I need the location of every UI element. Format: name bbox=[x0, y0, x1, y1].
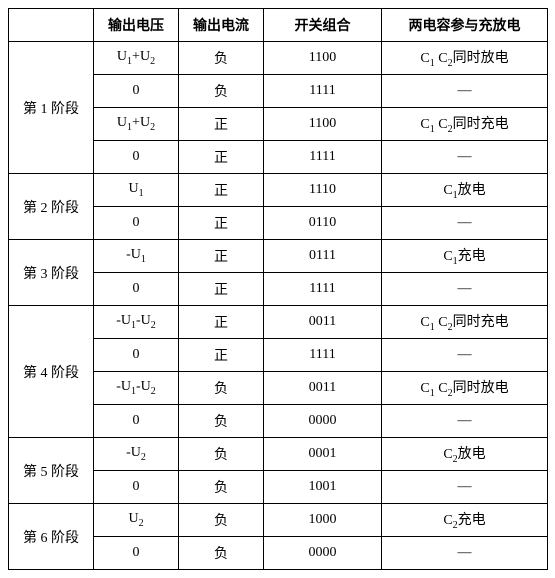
cap-cell: — bbox=[382, 471, 548, 504]
curr-cell: 正 bbox=[179, 240, 264, 273]
cap-cell: — bbox=[382, 405, 548, 438]
sw-cell: 1111 bbox=[264, 75, 382, 108]
stage-cell: 第 1 阶段 bbox=[9, 42, 94, 174]
sw-cell: 1111 bbox=[264, 273, 382, 306]
cap-cell: — bbox=[382, 75, 548, 108]
curr-cell: 负 bbox=[179, 42, 264, 75]
curr-cell: 负 bbox=[179, 75, 264, 108]
sw-cell: 1001 bbox=[264, 471, 382, 504]
cap-cell: — bbox=[382, 339, 548, 372]
curr-cell: 负 bbox=[179, 405, 264, 438]
sw-cell: 1000 bbox=[264, 504, 382, 537]
curr-cell: 负 bbox=[179, 537, 264, 570]
stage-cell: 第 3 阶段 bbox=[9, 240, 94, 306]
header-row: 输出电压 输出电流 开关组合 两电容参与充放电 bbox=[9, 9, 548, 42]
cap-cell: — bbox=[382, 273, 548, 306]
stage-cell: 第 4 阶段 bbox=[9, 306, 94, 438]
cap-cell: — bbox=[382, 141, 548, 174]
curr-cell: 正 bbox=[179, 174, 264, 207]
table-row: 第 5 阶段 -U2 负 0001 C2放电 bbox=[9, 438, 548, 471]
volt-cell: 0 bbox=[94, 339, 179, 372]
volt-cell: 0 bbox=[94, 471, 179, 504]
curr-cell: 负 bbox=[179, 471, 264, 504]
sw-cell: 0011 bbox=[264, 372, 382, 405]
stage-cell: 第 2 阶段 bbox=[9, 174, 94, 240]
volt-cell: 0 bbox=[94, 75, 179, 108]
table-row: 第 1 阶段 U1+U2 负 1100 C1 C2同时放电 bbox=[9, 42, 548, 75]
cap-cell: C1 C2同时充电 bbox=[382, 306, 548, 339]
header-sw: 开关组合 bbox=[264, 9, 382, 42]
sw-cell: 0000 bbox=[264, 537, 382, 570]
stage-cell: 第 5 阶段 bbox=[9, 438, 94, 504]
cap-cell: C1充电 bbox=[382, 240, 548, 273]
cap-cell: — bbox=[382, 207, 548, 240]
sw-cell: 0011 bbox=[264, 306, 382, 339]
volt-cell: 0 bbox=[94, 207, 179, 240]
sw-cell: 0001 bbox=[264, 438, 382, 471]
sw-cell: 1111 bbox=[264, 339, 382, 372]
cap-cell: C1 C2同时放电 bbox=[382, 42, 548, 75]
sw-cell: 0000 bbox=[264, 405, 382, 438]
volt-cell: U1+U2 bbox=[94, 42, 179, 75]
volt-cell: 0 bbox=[94, 141, 179, 174]
sw-cell: 1100 bbox=[264, 42, 382, 75]
volt-cell: 0 bbox=[94, 537, 179, 570]
stage-cell: 第 6 阶段 bbox=[9, 504, 94, 570]
curr-cell: 正 bbox=[179, 339, 264, 372]
curr-cell: 正 bbox=[179, 207, 264, 240]
cap-cell: C1 C2同时放电 bbox=[382, 372, 548, 405]
curr-cell: 正 bbox=[179, 141, 264, 174]
header-stage bbox=[9, 9, 94, 42]
curr-cell: 正 bbox=[179, 108, 264, 141]
header-curr: 输出电流 bbox=[179, 9, 264, 42]
volt-cell: U1+U2 bbox=[94, 108, 179, 141]
table-row: 第 6 阶段 U2 负 1000 C2充电 bbox=[9, 504, 548, 537]
cap-cell: — bbox=[382, 537, 548, 570]
volt-cell: -U2 bbox=[94, 438, 179, 471]
sw-cell: 0111 bbox=[264, 240, 382, 273]
volt-cell: U1 bbox=[94, 174, 179, 207]
volt-cell: -U1 bbox=[94, 240, 179, 273]
sw-cell: 1110 bbox=[264, 174, 382, 207]
sw-cell: 1100 bbox=[264, 108, 382, 141]
sw-cell: 0110 bbox=[264, 207, 382, 240]
table-row: 第 4 阶段 -U1-U2 正 0011 C1 C2同时充电 bbox=[9, 306, 548, 339]
curr-cell: 正 bbox=[179, 273, 264, 306]
volt-cell: U2 bbox=[94, 504, 179, 537]
cap-cell: C1 C2同时充电 bbox=[382, 108, 548, 141]
switching-table: 输出电压 输出电流 开关组合 两电容参与充放电 第 1 阶段 U1+U2 负 1… bbox=[8, 8, 548, 570]
volt-cell: -U1-U2 bbox=[94, 372, 179, 405]
volt-cell: 0 bbox=[94, 405, 179, 438]
cap-cell: C1放电 bbox=[382, 174, 548, 207]
curr-cell: 负 bbox=[179, 438, 264, 471]
cap-cell: C2放电 bbox=[382, 438, 548, 471]
header-cap: 两电容参与充放电 bbox=[382, 9, 548, 42]
volt-cell: 0 bbox=[94, 273, 179, 306]
curr-cell: 负 bbox=[179, 372, 264, 405]
curr-cell: 负 bbox=[179, 504, 264, 537]
table-row: 第 2 阶段 U1 正 1110 C1放电 bbox=[9, 174, 548, 207]
sw-cell: 1111 bbox=[264, 141, 382, 174]
volt-cell: -U1-U2 bbox=[94, 306, 179, 339]
header-volt: 输出电压 bbox=[94, 9, 179, 42]
cap-cell: C2充电 bbox=[382, 504, 548, 537]
table-row: 第 3 阶段 -U1 正 0111 C1充电 bbox=[9, 240, 548, 273]
curr-cell: 正 bbox=[179, 306, 264, 339]
